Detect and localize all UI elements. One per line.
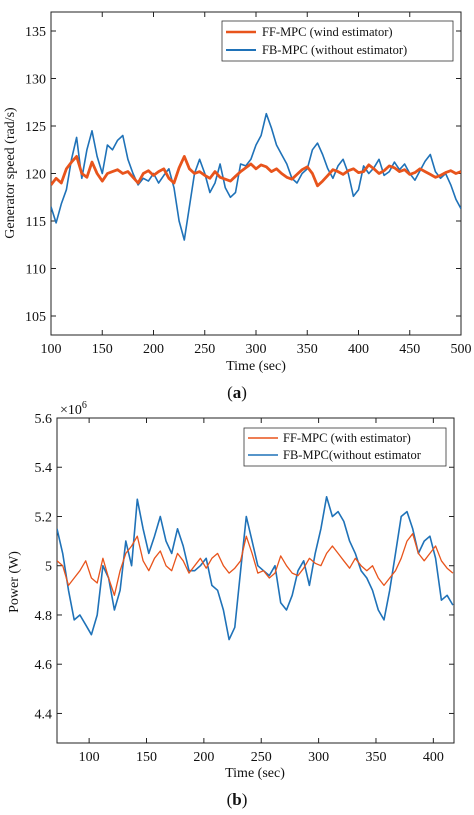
a-series-line-ff-mpc bbox=[51, 154, 461, 188]
b-y-tick-label: 5.6 bbox=[35, 412, 53, 427]
panel-a-x-axis-label: Time (sec) bbox=[226, 359, 286, 374]
a-x-tick-label: 300 bbox=[246, 342, 267, 357]
panel-a-legend-label-ff: FF-MPC (wind estimator) bbox=[262, 25, 393, 39]
panel-b-legend: FF-MPC (with estimator) FB-MPC(without e… bbox=[243, 427, 447, 467]
a-y-tick-label: 105 bbox=[25, 310, 46, 325]
panel-b-chart: 100 150 200 250 300 350 400 4.4 4.6 4.8 5 5.2 5.4 5.6… bbox=[7, 400, 455, 809]
panel-b-plot-frame bbox=[56, 417, 455, 744]
a-x-tick-label: 400 bbox=[348, 342, 369, 357]
panel-a-series-lines bbox=[51, 112, 461, 241]
b-y-tick-label: 5 bbox=[45, 560, 52, 575]
a-x-tick-label: 200 bbox=[143, 342, 164, 357]
b-y-tick-label: 4.8 bbox=[35, 609, 53, 624]
panel-a-label: (a) bbox=[227, 383, 247, 402]
panel-a-legend-box bbox=[221, 20, 454, 62]
panel-b-series-lines bbox=[57, 495, 454, 641]
panel-b-legend-label-ff: FF-MPC (with estimator) bbox=[283, 431, 411, 445]
b-x-tick-label: 150 bbox=[136, 750, 157, 765]
a-y-tick-label: 130 bbox=[25, 73, 46, 88]
b-x-tick-label: 250 bbox=[251, 750, 272, 765]
b-x-tick-label: 100 bbox=[79, 750, 100, 765]
panel-b-exponent-sup: 6 bbox=[82, 400, 87, 411]
a-y-tick-label: 110 bbox=[26, 263, 46, 278]
panel-a-y-axis-label: Generator speed (rad/s) bbox=[3, 107, 18, 239]
b-x-tick-label: 350 bbox=[365, 750, 386, 765]
panel-b-letter: b bbox=[232, 790, 241, 809]
a-x-tick-label: 250 bbox=[194, 342, 215, 357]
panel-a-plot-frame bbox=[50, 11, 462, 336]
b-y-tick-label: 4.4 bbox=[35, 707, 53, 722]
b-x-tick-label: 400 bbox=[423, 750, 444, 765]
a-x-tick-label: 450 bbox=[399, 342, 420, 357]
panel-b-label: (b) bbox=[227, 790, 248, 809]
panel-b-x-axis-label: Time (sec) bbox=[225, 766, 285, 781]
a-y-tick-label: 135 bbox=[25, 25, 46, 40]
a-y-tick-label: 120 bbox=[25, 168, 46, 183]
b-x-tick-label: 200 bbox=[193, 750, 214, 765]
a-y-tick-label: 125 bbox=[25, 120, 46, 135]
b-y-tick-label: 5.4 bbox=[35, 461, 53, 476]
a-x-tick-label: 350 bbox=[297, 342, 318, 357]
a-x-tick-label: 100 bbox=[41, 342, 62, 357]
panel-b-legend-box bbox=[243, 427, 447, 467]
b-y-tick-label: 5.2 bbox=[35, 510, 53, 525]
b-x-tick-label: 300 bbox=[308, 750, 329, 765]
b-series-line-ff-mpc bbox=[57, 533, 454, 596]
b-y-tick-label: 4.6 bbox=[35, 658, 53, 673]
panel-b-legend-label-fb: FB-MPC(without estimator bbox=[283, 448, 422, 462]
a-x-tick-label: 150 bbox=[92, 342, 113, 357]
panel-a-legend-label-fb: FB-MPC (without estimator) bbox=[262, 43, 407, 57]
b-series-line-fb-mpc bbox=[57, 495, 454, 641]
panel-a-ticks: 100 150 200 250 300 350 400 450 500 105 110 115 120 1… bbox=[25, 12, 472, 357]
panel-a-letter: a bbox=[233, 383, 242, 402]
panel-b-y-axis-label: Power (W) bbox=[7, 551, 22, 613]
panel-b-exponent-base: ×10 bbox=[60, 403, 82, 418]
panel-b-ticks: 100 150 200 250 300 350 400 4.4 4.6 4.8 5 5.2 5.4 5.6 bbox=[35, 412, 454, 765]
panel-a-legend: FF-MPC (wind estimator) FB-MPC (without … bbox=[221, 20, 454, 62]
a-y-tick-label: 115 bbox=[26, 215, 46, 230]
panel-b-exponent-label: ×106 bbox=[60, 400, 87, 418]
a-x-tick-label: 500 bbox=[451, 342, 472, 357]
a-series-line-fb-mpc bbox=[51, 112, 461, 241]
panel-a-chart: 100 150 200 250 300 350 400 450 500 105 110 115 120 1… bbox=[3, 11, 472, 402]
